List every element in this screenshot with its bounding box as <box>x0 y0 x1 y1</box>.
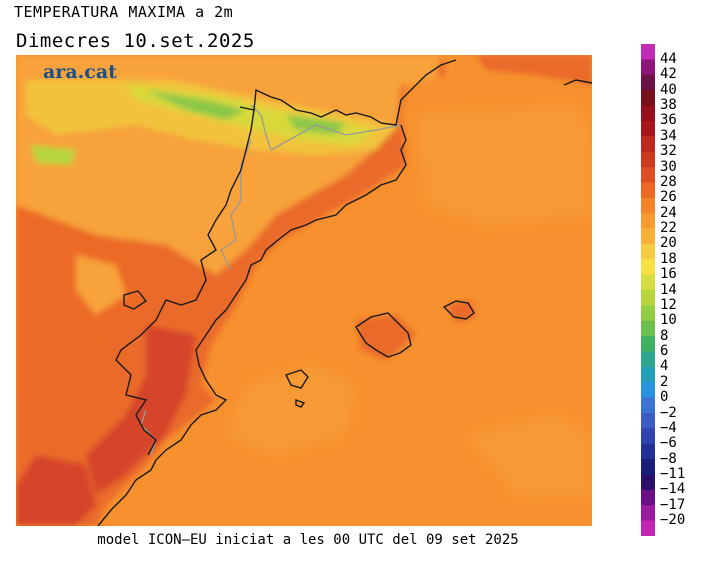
legend-label: −17 <box>660 496 686 513</box>
legend-label: 44 <box>660 50 677 67</box>
borders <box>140 104 402 456</box>
legend-label: 12 <box>660 296 677 313</box>
legend-swatch <box>641 120 655 137</box>
legend-label: −8 <box>660 450 677 467</box>
legend-label: 18 <box>660 250 677 267</box>
legend-swatch <box>641 413 655 429</box>
legend-swatch <box>641 489 655 506</box>
sea-area-west <box>226 105 592 495</box>
legend-swatch <box>641 320 655 337</box>
legend-swatch <box>641 259 655 276</box>
legend-swatch <box>641 428 655 445</box>
legend-swatch <box>641 105 655 122</box>
legend-label: 36 <box>660 112 677 129</box>
legend-label: 10 <box>660 312 677 329</box>
legend-swatch <box>641 74 655 91</box>
legend-swatch <box>641 474 655 491</box>
ara-cat-logo: ara.cat <box>43 61 117 83</box>
map-date: Dimecres 10.set.2025 <box>16 30 255 52</box>
legend-color-bar <box>641 44 655 536</box>
legend-label: 16 <box>660 266 677 283</box>
legend-labels: 44 42 40 38 36 34 32 30 28 26 24 22 20 18 16 14 12 10 8 6 4 2… <box>660 44 700 538</box>
legend-label: −20 <box>660 512 686 529</box>
legend-swatch <box>641 228 655 245</box>
legend-label: 4 <box>660 358 669 375</box>
legend-swatch <box>641 136 655 153</box>
legend-swatch <box>641 305 655 322</box>
legend-label: −6 <box>660 435 677 452</box>
coastline <box>97 59 592 526</box>
temperature-map <box>16 55 592 526</box>
legend-swatch <box>641 59 655 76</box>
legend-label: 2 <box>660 373 669 390</box>
legend-label: 26 <box>660 189 677 206</box>
legend-label: 24 <box>660 204 677 221</box>
model-caption: model ICON—EU iniciat a les 00 UTC del 0… <box>97 532 519 548</box>
legend-swatch <box>641 336 655 353</box>
legend-label: 30 <box>660 158 677 175</box>
legend-label: 28 <box>660 173 677 190</box>
legend-swatch <box>641 90 655 107</box>
legend-swatch <box>641 151 655 168</box>
legend-swatch <box>641 182 655 199</box>
legend-label: 40 <box>660 81 677 98</box>
legend-swatch <box>641 213 655 230</box>
legend-swatch <box>641 520 655 536</box>
legend-swatch <box>641 443 655 460</box>
legend-swatch <box>641 274 655 291</box>
legend-swatch <box>641 459 655 476</box>
legend-label: 34 <box>660 127 677 144</box>
legend-label: −14 <box>660 481 686 498</box>
legend-swatch <box>641 197 655 214</box>
legend-label: 20 <box>660 235 677 252</box>
legend-swatch <box>641 397 655 414</box>
legend-swatch <box>641 505 655 522</box>
legend-label: 22 <box>660 220 677 236</box>
legend-label: −4 <box>660 419 677 436</box>
legend-label: −11 <box>660 466 686 482</box>
legend-swatch <box>641 382 655 399</box>
legend-label: 38 <box>660 97 677 113</box>
legend-swatch <box>641 351 655 368</box>
temperature-legend: 44 42 40 38 36 34 32 30 28 26 24 22 20 18 16 14 12 10 8 6 4 2… <box>640 44 700 538</box>
legend-label: 6 <box>660 343 669 359</box>
legend-label: −2 <box>660 404 677 421</box>
legend-swatch <box>641 290 655 306</box>
legend-label: 14 <box>660 281 677 298</box>
legend-swatch <box>641 44 655 60</box>
legend-swatch <box>641 243 655 260</box>
legend-label: 0 <box>660 389 669 406</box>
legend-label: 32 <box>660 143 677 160</box>
legend-label: 42 <box>660 66 677 83</box>
legend-swatch <box>641 167 655 183</box>
legend-swatch <box>641 366 655 383</box>
legend-label: 8 <box>660 327 669 344</box>
map-title: TEMPERATURA MAXIMA a 2m <box>14 3 234 21</box>
